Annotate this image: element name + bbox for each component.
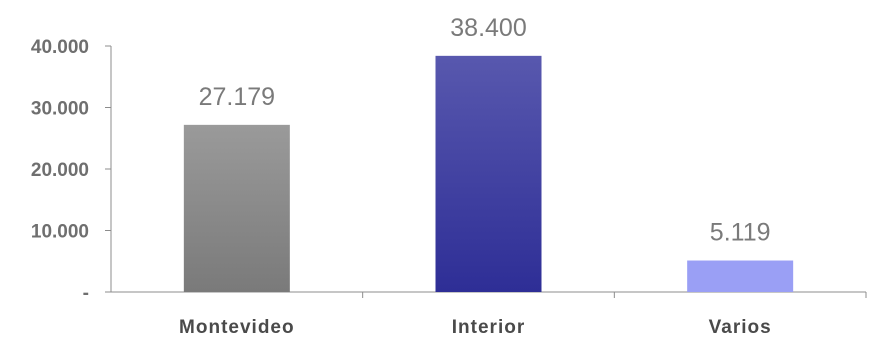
data-label-varios: 5.119	[710, 219, 771, 247]
y-tick-label: 30.000	[31, 99, 89, 120]
y-tick-label: 10.000	[31, 222, 89, 243]
bars	[183, 55, 794, 293]
bar-varios	[687, 260, 794, 292]
data-label-interior: 38.400	[450, 14, 526, 42]
y-tick-label: -	[83, 283, 89, 304]
x-tick-label-interior: Interior	[452, 317, 525, 337]
bar-interior	[435, 55, 542, 293]
bar-montevideo	[183, 124, 290, 292]
y-tick-label: 20.000	[31, 160, 89, 181]
y-axis: - 10.000 20.000 30.000 40.000	[31, 37, 112, 304]
data-labels: 27.179 38.400 5.119	[199, 14, 771, 247]
x-axis: Montevideo Interior Varios	[111, 291, 867, 337]
x-tick-label-varios: Varios	[709, 317, 772, 337]
y-tick-label: 40.000	[31, 37, 89, 58]
x-tick-label-montevideo: Montevideo	[179, 317, 295, 337]
data-label-montevideo: 27.179	[199, 83, 275, 111]
